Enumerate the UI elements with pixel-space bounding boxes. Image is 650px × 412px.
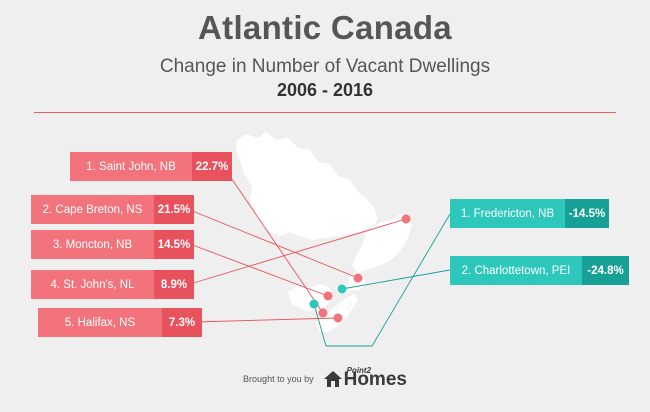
page-title: Atlantic Canada: [198, 9, 452, 46]
footer: Brought to you by Point2 Homes: [0, 366, 650, 390]
increase-label-2: 2. Cape Breton, NS 21.5%: [31, 195, 194, 224]
decrease-name: 2. Charlottetown, PEI: [450, 256, 582, 285]
decrease-value: -24.8%: [582, 256, 629, 285]
increase-label-4: 4. St. John's, NL 8.9%: [31, 270, 194, 299]
house-icon: [323, 371, 342, 387]
increase-value: 14.5%: [154, 230, 194, 259]
decrease-label-2: 2. Charlottetown, PEI -24.8%: [450, 256, 629, 285]
divider: [34, 112, 616, 113]
increase-label-1: 1. Saint John, NB 22.7%: [70, 152, 232, 181]
decrease-name: 1. Fredericton, NB: [450, 199, 565, 228]
brought-by-text: Brought to you by: [243, 374, 314, 384]
increase-value: 22.7%: [192, 152, 232, 181]
labrador-shape: [236, 132, 378, 240]
increase-label-3: 3. Moncton, NB 14.5%: [31, 230, 194, 259]
page-subtitle: Change in Number of Vacant Dwellings: [159, 56, 491, 77]
leader-line-moncton: [189, 243, 329, 297]
dot-cape-breton: [353, 273, 363, 283]
dot-charlottetown: [337, 284, 347, 294]
leader-line-saint-john: [222, 165, 324, 314]
increase-name: 3. Moncton, NB: [31, 230, 154, 259]
increase-value: 21.5%: [154, 195, 194, 224]
dot-st-johns: [401, 214, 411, 224]
dot-saint-john: [318, 308, 328, 318]
increase-name: 4. St. John's, NL: [31, 270, 154, 299]
new-brunswick-shape: [288, 284, 332, 312]
leader-line-cape-breton: [189, 209, 359, 279]
increase-value: 7.3%: [162, 308, 202, 337]
increase-name: 5. Halifax, NS: [38, 308, 162, 337]
year-range: 2006 - 2016: [276, 80, 374, 100]
brand-logo[interactable]: Point2 Homes: [322, 366, 407, 390]
decrease-label-1: 1. Fredericton, NB -14.5%: [450, 199, 609, 228]
brand-main-text: Homes: [343, 369, 407, 390]
leader-line-fredericton: [313, 213, 451, 347]
brand-name: Point2 Homes: [343, 366, 407, 390]
newfoundland-island-shape: [352, 214, 412, 272]
decrease-value: -14.5%: [565, 199, 609, 228]
nova-scotia-shape: [316, 294, 358, 332]
increase-name: 2. Cape Breton, NS: [31, 195, 154, 224]
increase-label-5: 5. Halifax, NS 7.3%: [38, 308, 202, 337]
leader-line-st-johns: [189, 218, 407, 285]
leader-line-halifax: [194, 317, 339, 323]
dot-fredericton: [309, 299, 319, 309]
increase-value: 8.9%: [154, 270, 194, 299]
brand-small-text: Point2: [346, 366, 372, 375]
dot-moncton: [323, 291, 333, 301]
increase-name: 1. Saint John, NB: [70, 152, 192, 181]
leader-line-charlottetown: [341, 269, 451, 290]
dot-halifax: [333, 313, 343, 323]
